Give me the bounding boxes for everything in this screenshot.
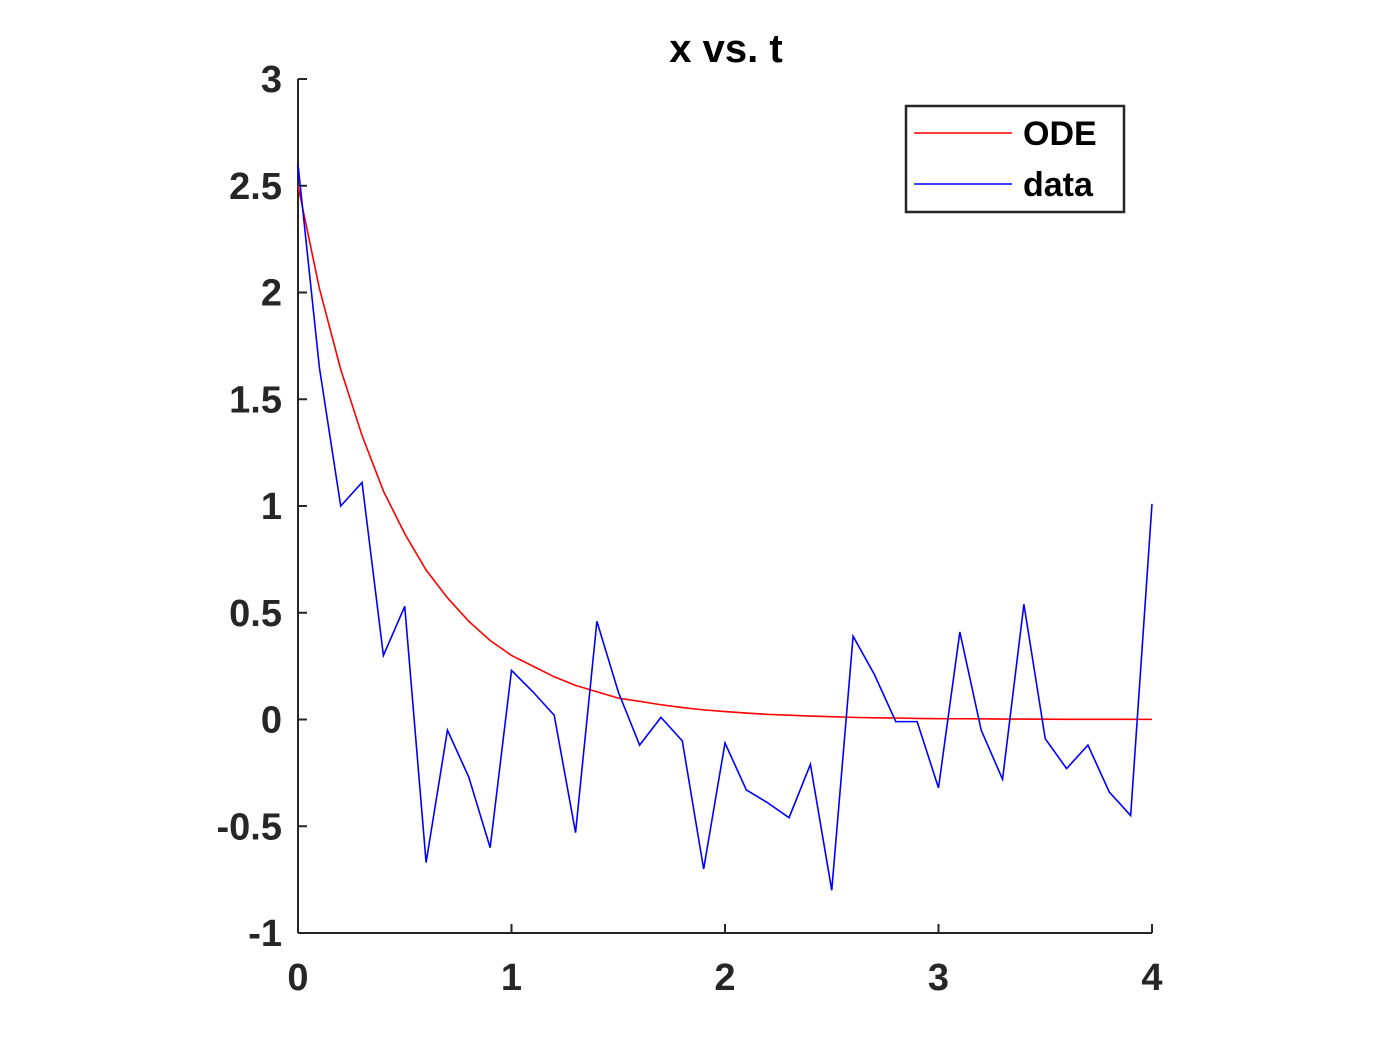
y-tick-label: -1 [248, 913, 282, 955]
legend-label-data: data [1023, 166, 1094, 204]
legend-box [904, 104, 1126, 214]
axes: 0 1 2 3 4 -1 -0.5 0 0.5 1 1.5 2 2.5 3 [217, 59, 1163, 999]
series-line-data [297, 164, 1153, 891]
y-tick-label: 0 [261, 700, 282, 742]
y-tick-label: 2.5 [229, 166, 282, 208]
y-tick-label: 2 [261, 273, 282, 315]
series-layer [297, 164, 1153, 891]
x-tick-label: 4 [1141, 957, 1162, 999]
x-tick-label: 1 [501, 957, 522, 999]
y-tick-label: 1.5 [229, 379, 282, 421]
legend: ODE data [904, 104, 1126, 214]
y-tick-label: 0.5 [229, 593, 282, 635]
y-tick-label: 1 [261, 486, 282, 528]
chart-title: x vs. t [669, 27, 782, 71]
x-tick-label: 0 [287, 957, 308, 999]
x-tick-label: 3 [928, 957, 949, 999]
legend-label-ode: ODE [1023, 115, 1097, 153]
y-tick-label: -0.5 [217, 806, 282, 848]
y-tick-label: 3 [261, 59, 282, 101]
x-tick-label: 2 [714, 957, 735, 999]
